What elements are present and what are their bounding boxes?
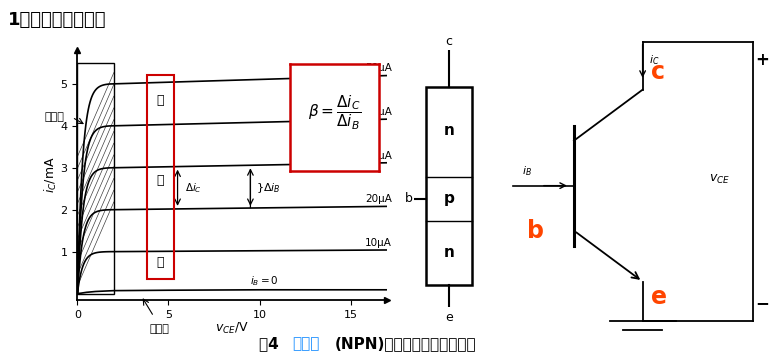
Bar bbox=[426, 87, 471, 285]
Text: 20μA: 20μA bbox=[365, 194, 392, 204]
Text: e: e bbox=[651, 285, 667, 308]
X-axis label: $v_{CE}$/V: $v_{CE}$/V bbox=[215, 321, 249, 336]
Text: 大: 大 bbox=[156, 174, 164, 187]
Text: $\}\Delta i_B$: $\}\Delta i_B$ bbox=[256, 182, 280, 196]
Bar bbox=[146, 75, 174, 279]
Text: 50μA: 50μA bbox=[365, 64, 392, 74]
Text: 放: 放 bbox=[156, 94, 164, 107]
Text: e: e bbox=[445, 311, 453, 324]
Text: n: n bbox=[444, 123, 454, 138]
Text: b: b bbox=[527, 218, 544, 243]
Text: $\Delta i_C$: $\Delta i_C$ bbox=[185, 182, 202, 196]
Text: 40μA: 40μA bbox=[365, 107, 392, 117]
Text: 图4: 图4 bbox=[259, 337, 289, 352]
Text: 10μA: 10μA bbox=[365, 238, 392, 248]
Text: 截止区: 截止区 bbox=[149, 324, 170, 334]
Text: 区: 区 bbox=[156, 256, 164, 268]
Text: b: b bbox=[405, 192, 413, 205]
Text: n: n bbox=[444, 245, 454, 260]
Text: $\beta=\dfrac{\Delta i_C}{\Delta i_B}$: $\beta=\dfrac{\Delta i_C}{\Delta i_B}$ bbox=[308, 94, 361, 131]
Text: (NPN)三极管的输出特性曲线: (NPN)三极管的输出特性曲线 bbox=[334, 337, 476, 352]
Text: +: + bbox=[755, 51, 769, 69]
Text: c: c bbox=[445, 35, 453, 48]
Text: 1、三极管的特点：: 1、三极管的特点： bbox=[8, 11, 106, 29]
Bar bbox=[77, 62, 114, 293]
Text: 双极型: 双极型 bbox=[293, 337, 320, 352]
Text: $i_B=0$: $i_B=0$ bbox=[251, 274, 279, 288]
Y-axis label: $i_C$/mA: $i_C$/mA bbox=[43, 156, 59, 193]
Text: −: − bbox=[755, 293, 769, 312]
Text: 30μA: 30μA bbox=[365, 151, 392, 161]
Text: $v_{CE}$: $v_{CE}$ bbox=[709, 173, 730, 186]
Text: 饱和区: 饱和区 bbox=[45, 112, 64, 122]
Text: $i_C$: $i_C$ bbox=[649, 53, 660, 67]
Text: $i_B$: $i_B$ bbox=[522, 164, 533, 178]
Text: p: p bbox=[444, 191, 454, 206]
Text: c: c bbox=[651, 60, 665, 84]
